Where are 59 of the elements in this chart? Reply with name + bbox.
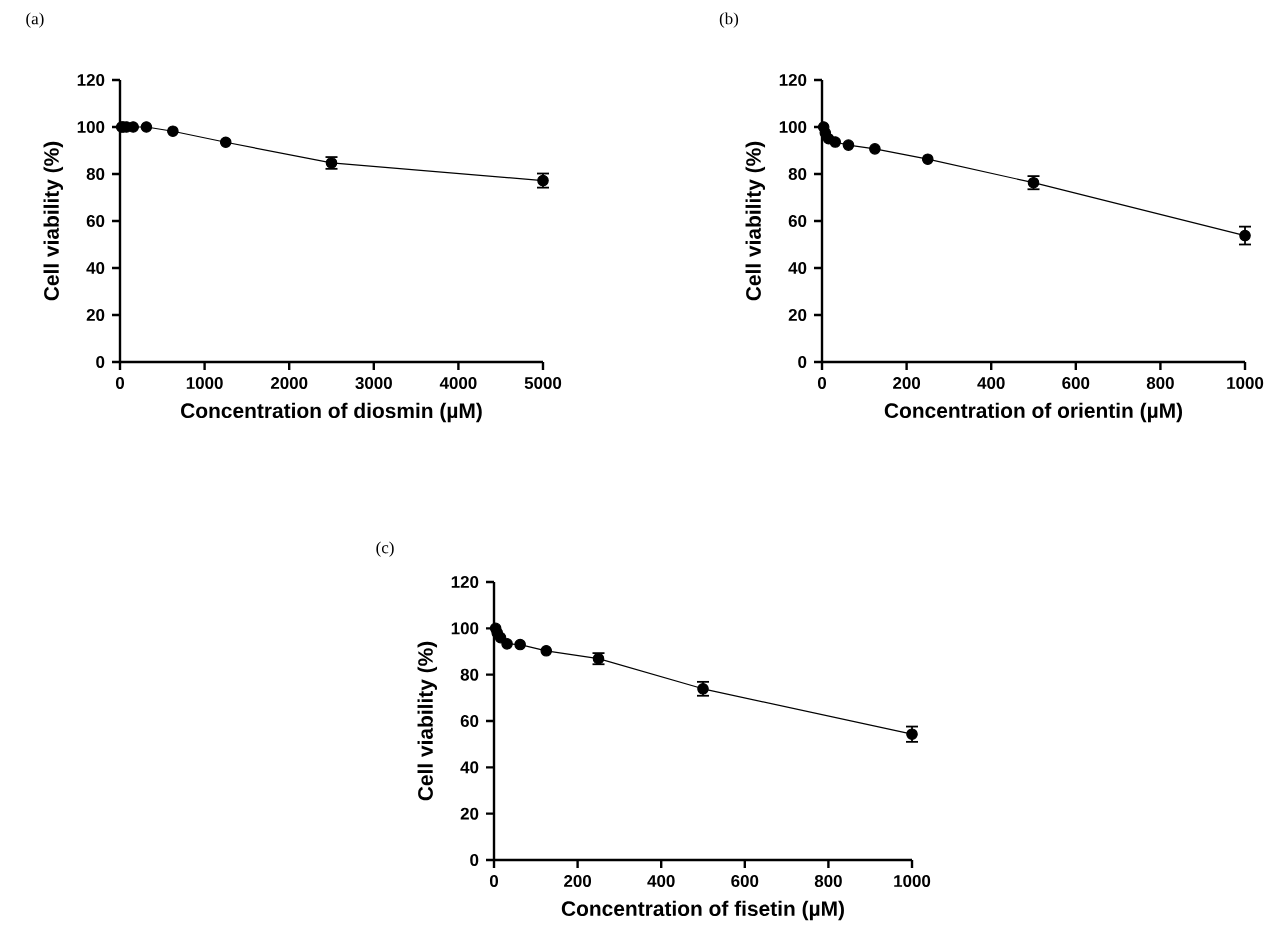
point (842, 139, 855, 151)
y-axis-title: Cell viability (%) (417, 641, 438, 801)
chart-title: (b) (719, 12, 739, 28)
y-tick-label: 80 (788, 168, 807, 180)
x-tick-label: 0 (817, 377, 827, 390)
y-tick-label: 120 (451, 576, 479, 588)
x-tick-label: 3000 (355, 377, 392, 390)
x-tick-label: 1000 (894, 875, 931, 888)
y-tick-label: 0 (798, 356, 807, 368)
point (501, 638, 513, 650)
x-tick-label: 0 (489, 875, 499, 888)
y-tick-label: 60 (788, 215, 807, 227)
point (167, 125, 179, 138)
y-tick-label: 120 (77, 74, 105, 86)
y-axis-title: Cell viability (%) (745, 141, 766, 301)
y-tick-label: 20 (460, 807, 479, 820)
x-tick-label: 0 (115, 377, 125, 390)
x-tick-label: 5000 (524, 377, 562, 390)
y-tick-label: 0 (470, 854, 479, 866)
x-tick-label: 800 (814, 875, 842, 888)
y-tick-label: 100 (779, 121, 807, 133)
point (1239, 229, 1251, 242)
y-tick-label: 0 (96, 356, 105, 368)
x-axis-title: Concentration of fisetin (µM) (561, 900, 844, 921)
point (921, 153, 934, 165)
point (219, 136, 232, 149)
x-tick-label: 2000 (270, 377, 308, 390)
x-tick-label: 200 (893, 377, 921, 390)
x-tick-label: 800 (1146, 377, 1174, 390)
x-tick-label: 200 (564, 875, 592, 888)
y-tick-label: 100 (77, 121, 105, 133)
y-axis-title: Cell viability (%) (43, 141, 64, 301)
x-tick-label: 4000 (439, 377, 477, 390)
point (540, 645, 553, 657)
x-tick-label: 400 (977, 377, 1005, 390)
y-tick-label: 40 (86, 262, 105, 274)
point (140, 121, 153, 133)
x-tick-label: 400 (647, 875, 675, 888)
y-tick-label: 20 (86, 309, 105, 321)
chart-title: (a) (26, 12, 44, 28)
y-tick-label: 40 (788, 262, 807, 274)
point (869, 143, 881, 155)
y-tick-label: 120 (779, 74, 807, 86)
x-axis-title: Concentration of orientin (µM) (884, 402, 1183, 423)
x-axis-title: Concentration of diosmin (µM) (181, 402, 482, 423)
y-tick-label: 80 (460, 668, 479, 681)
y-tick-label: 20 (788, 309, 807, 321)
x-tick-label: 600 (731, 875, 759, 888)
y-tick-label: 100 (451, 622, 479, 635)
y-tick-label: 80 (86, 168, 105, 180)
x-tick-label: 1000 (1227, 377, 1264, 390)
x-tick-label: 600 (1062, 377, 1090, 390)
y-tick-label: 40 (460, 761, 479, 774)
point (514, 638, 526, 651)
point (829, 136, 842, 148)
chart-title: (c) (376, 541, 394, 557)
y-tick-label: 60 (460, 715, 479, 727)
y-tick-label: 60 (86, 215, 105, 227)
x-tick-label: 1000 (186, 377, 223, 390)
